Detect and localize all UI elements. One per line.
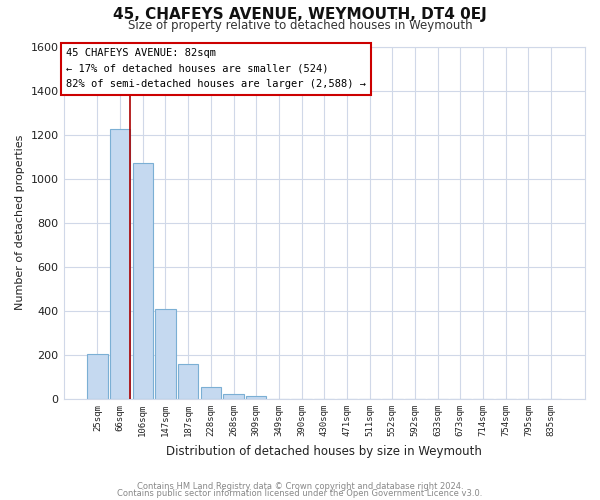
Bar (246, 396, 266, 399)
Text: Size of property relative to detached houses in Weymouth: Size of property relative to detached ho… (128, 19, 472, 32)
Bar (87, 354, 107, 399)
Text: 45, CHAFEYS AVENUE, WEYMOUTH, DT4 0EJ: 45, CHAFEYS AVENUE, WEYMOUTH, DT4 0EJ (113, 8, 487, 22)
Text: Contains HM Land Registry data © Crown copyright and database right 2024.: Contains HM Land Registry data © Crown c… (137, 482, 463, 491)
X-axis label: Distribution of detached houses by size in Weymouth: Distribution of detached houses by size … (166, 444, 482, 458)
Text: Contains public sector information licensed under the Open Government Licence v3: Contains public sector information licen… (118, 489, 482, 498)
Bar (110, 129, 130, 399)
Y-axis label: Number of detached properties: Number of detached properties (15, 135, 25, 310)
Bar (155, 308, 176, 399)
Bar (200, 387, 221, 399)
Bar (133, 164, 153, 399)
Bar (223, 394, 244, 399)
Text: 45 CHAFEYS AVENUE: 82sqm
← 17% of detached houses are smaller (524)
82% of semi-: 45 CHAFEYS AVENUE: 82sqm ← 17% of detach… (66, 48, 366, 90)
Bar (178, 364, 199, 399)
